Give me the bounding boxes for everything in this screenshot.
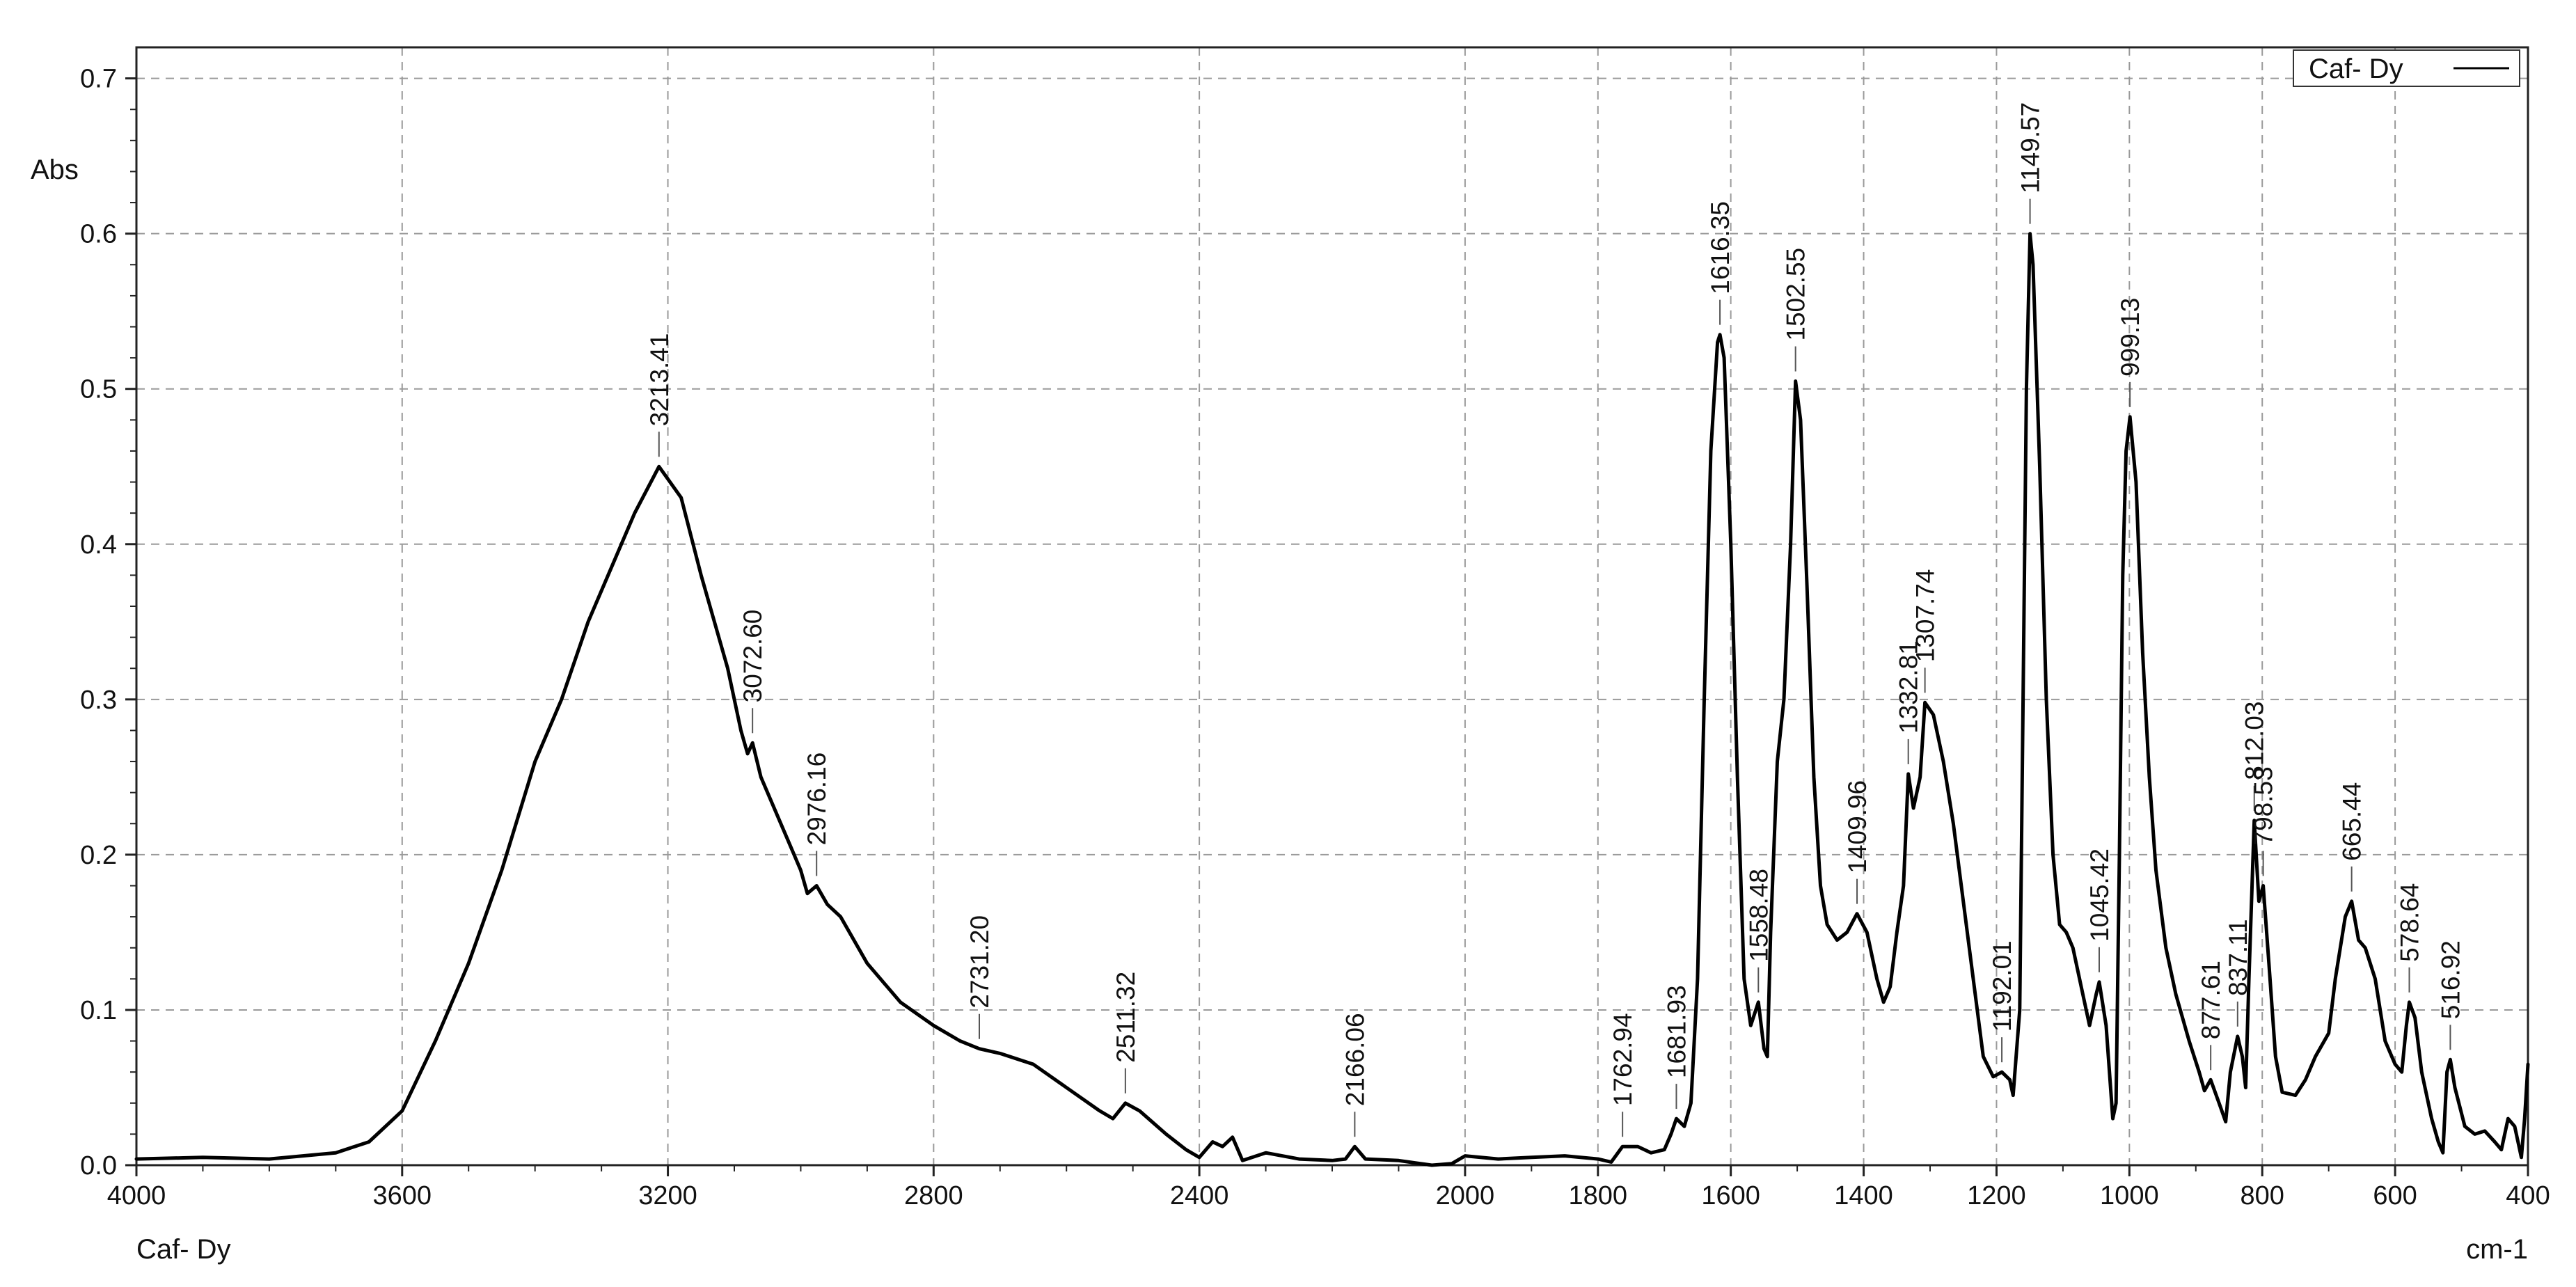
peak-label: 2976.16 bbox=[803, 752, 831, 846]
peak-label: 1681.93 bbox=[1662, 985, 1691, 1078]
peak-label: 3072.60 bbox=[738, 610, 767, 703]
x-tick-label: 1800 bbox=[1569, 1181, 1628, 1210]
peak-label: 812.03 bbox=[2241, 702, 2269, 780]
peak-label: 3213.41 bbox=[645, 333, 674, 427]
peak-label: 1332.81 bbox=[1895, 640, 1923, 734]
y-axis-ticks: 0.0 0.1 0.2 0.3 0.4 0.5 0.6 0.7 bbox=[80, 65, 136, 1181]
x-tick-label: 1600 bbox=[1701, 1181, 1760, 1210]
y-tick-label: 0.2 bbox=[80, 841, 117, 870]
x-tick-label: 2800 bbox=[904, 1181, 963, 1210]
peak-label: 1502.55 bbox=[1782, 248, 1810, 341]
peak-label: 1045.42 bbox=[2085, 848, 2114, 942]
x-tick-label: 600 bbox=[2373, 1181, 2417, 1210]
peak-label: 1762.94 bbox=[1609, 1013, 1637, 1106]
peak-label: 1558.48 bbox=[1744, 869, 1773, 962]
peak-label: 2166.06 bbox=[1341, 1013, 1369, 1106]
x-tick-label: 800 bbox=[2241, 1181, 2284, 1210]
x-tick-label: 2400 bbox=[1170, 1181, 1229, 1210]
x-axis-ticks: 4000 3600 3200 2800 2400 2000 1600 1200 800 400 18… bbox=[107, 1165, 2550, 1210]
x-tick-label: 1400 bbox=[1834, 1181, 1893, 1210]
x-tick-label: 3200 bbox=[638, 1181, 697, 1210]
y-tick-label: 0.5 bbox=[80, 375, 117, 404]
peak-label: 1409.96 bbox=[1843, 780, 1872, 874]
peak-label: 1149.57 bbox=[2016, 102, 2045, 194]
x-tick-label: 4000 bbox=[107, 1181, 166, 1210]
y-tick-label: 0.3 bbox=[80, 686, 117, 715]
x-tick-label: 3600 bbox=[373, 1181, 432, 1210]
y-tick-label: 0.1 bbox=[80, 996, 117, 1025]
peak-label: 2511.32 bbox=[1112, 972, 1140, 1063]
peak-label: 798.53 bbox=[2250, 766, 2278, 845]
peak-label: 1307.74 bbox=[1911, 569, 1940, 663]
sample-label: Caf- Dy bbox=[136, 1234, 231, 1265]
x-axis-label: cm-1 bbox=[2466, 1234, 2528, 1265]
y-tick-label: 0.4 bbox=[80, 530, 117, 560]
peak-label: 999.13 bbox=[2116, 298, 2144, 377]
peak-label: 665.44 bbox=[2338, 782, 2366, 861]
legend-entry-label: Caf- Dy bbox=[2309, 54, 2403, 84]
y-tick-label: 0.7 bbox=[80, 65, 117, 94]
x-tick-label: 400 bbox=[2506, 1181, 2550, 1210]
series-line bbox=[134, 232, 2530, 1167]
peak-label: 2731.20 bbox=[965, 915, 994, 1009]
x-tick-label: 2000 bbox=[1436, 1181, 1495, 1210]
x-tick-label: 1200 bbox=[1967, 1181, 2026, 1210]
y-axis-label: Abs bbox=[31, 155, 79, 185]
y-tick-label: 0.0 bbox=[80, 1151, 117, 1181]
peak-label: 877.61 bbox=[2197, 961, 2225, 1039]
peak-label: 1616.35 bbox=[1706, 201, 1735, 294]
x-tick-label: 1000 bbox=[2100, 1181, 2159, 1210]
y-tick-label: 0.6 bbox=[80, 220, 117, 249]
legend: Caf- Dy bbox=[2293, 49, 2520, 87]
peak-label: 516.92 bbox=[2436, 940, 2465, 1019]
plot-frame bbox=[135, 46, 2529, 1167]
peak-label: 1192.01 bbox=[1988, 940, 2016, 1032]
series-layer bbox=[134, 232, 2530, 1167]
peak-label: 837.11 bbox=[2224, 919, 2252, 995]
peak-label: 578.64 bbox=[2395, 883, 2424, 962]
peak-labels: 3213.41 3072.60 2976.16 2731.20 2511.32 2166.… bbox=[645, 102, 2465, 1137]
